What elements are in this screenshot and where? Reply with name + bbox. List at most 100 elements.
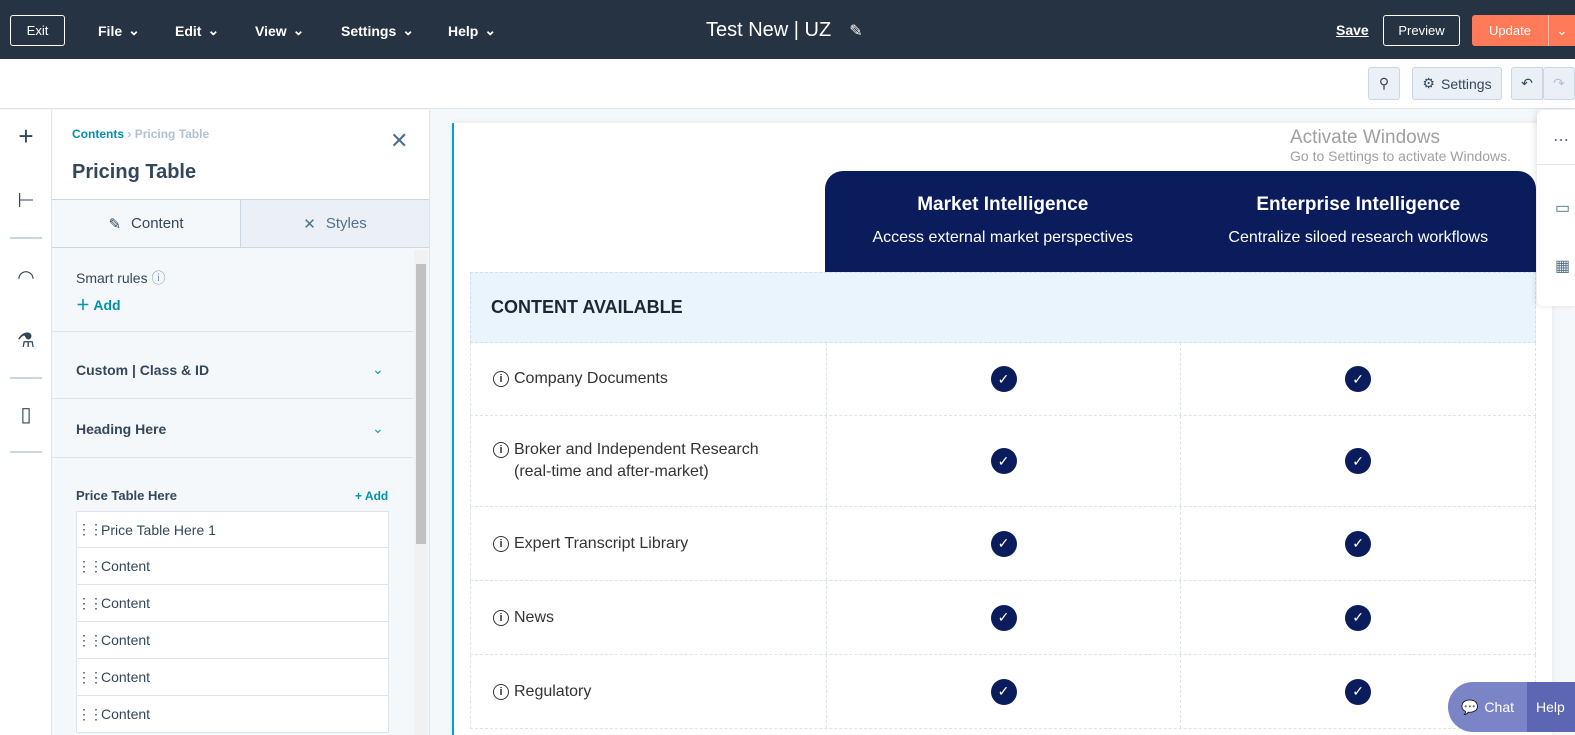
tab-content[interactable]: ✎ Content: [52, 200, 241, 247]
drag-handle-icon[interactable]: ⋮⋮: [77, 705, 103, 722]
gear-icon: ⚙: [1422, 75, 1435, 91]
list-item[interactable]: ⋮⋮ Content: [76, 659, 389, 696]
tab-label: Content: [131, 215, 184, 232]
chevron-down-icon[interactable]: ⌄: [372, 361, 384, 377]
desktop-icon[interactable]: ▭: [1555, 200, 1571, 217]
divider: [10, 377, 42, 379]
preview-button[interactable]: Preview: [1383, 15, 1460, 46]
undo-icon: ↶: [1521, 75, 1533, 91]
smart-rules-section: Smart rules ⓘ ＋ Add: [52, 248, 413, 332]
check-icon: ✓: [990, 448, 1017, 474]
left-icon-rail: + ⊢ ◠ ⚗ ▯: [0, 110, 52, 735]
check-icon: ✓: [1345, 530, 1372, 557]
list-item[interactable]: ⋮⋮ Price Table Here 1: [76, 511, 389, 548]
page-title: Test New | UZ ✎: [706, 19, 863, 42]
brush-icon: ✕: [303, 215, 316, 233]
feature-label: i Regulatory: [471, 655, 826, 728]
breadcrumb: Contents › Pricing Table: [72, 127, 210, 141]
drag-handle-icon[interactable]: ⋮⋮: [77, 631, 103, 648]
plus-icon[interactable]: +: [18, 120, 34, 151]
price-table-label: Price Table Here: [76, 488, 177, 503]
add-smart-rule-button[interactable]: ＋ Add: [76, 297, 121, 313]
chevron-down-icon: ⌄: [207, 22, 220, 38]
table-row: i Regulatory ✓ ✓: [470, 655, 1536, 729]
feature-label: i Company Documents: [471, 343, 826, 415]
chevron-down-icon: ⌄: [484, 22, 497, 38]
document-icon[interactable]: ▯: [20, 403, 32, 426]
section-heading-here[interactable]: Heading Here ⌄: [52, 399, 413, 458]
section-custom-class-id[interactable]: Custom | Class & ID ⌄: [52, 332, 413, 399]
menu-view[interactable]: View ⌄: [255, 22, 304, 39]
chat-widget[interactable]: 💬 Chat Help: [1448, 682, 1575, 732]
check-icon: ✓: [990, 604, 1017, 631]
info-icon: i: [493, 371, 509, 387]
menu-edit[interactable]: Edit ⌄: [175, 22, 219, 39]
divider: [10, 237, 42, 239]
price-table-list: ⋮⋮ Price Table Here 1 ⋮⋮ Content ⋮⋮ Content…: [76, 511, 389, 733]
list-item[interactable]: ⋮⋮ Content: [76, 585, 389, 622]
grid-icon[interactable]: ⋯: [1553, 132, 1569, 149]
settings-button[interactable]: ⚙ Settings: [1412, 67, 1502, 100]
smart-rules-label: Smart rules ⓘ: [76, 270, 166, 286]
menu-help[interactable]: Help ⌄: [448, 22, 496, 39]
drag-handle-icon[interactable]: ⋮⋮: [77, 557, 103, 574]
tree-icon[interactable]: ⊢: [17, 189, 35, 212]
calendar-icon[interactable]: ▦: [1555, 258, 1571, 275]
close-icon[interactable]: ✕: [390, 128, 409, 153]
info-icon: ⓘ: [151, 270, 166, 286]
undo-button[interactable]: ↶: [1511, 67, 1543, 100]
check-icon: ✓: [990, 366, 1017, 392]
drag-handle-icon[interactable]: ⋮⋮: [77, 521, 103, 537]
pencil-icon[interactable]: ✎: [849, 22, 863, 40]
add-price-table-button[interactable]: + Add: [355, 489, 389, 503]
check-icon: ✓: [1345, 448, 1372, 474]
list-item[interactable]: ⋮⋮ Content: [76, 696, 389, 733]
list-item[interactable]: ⋮⋮ Content: [76, 622, 389, 659]
tab-styles[interactable]: ✕ Styles: [241, 200, 429, 247]
list-item[interactable]: ⋮⋮ Content: [76, 548, 389, 585]
search-button[interactable]: ⚲: [1368, 67, 1400, 100]
menu-label: File: [98, 22, 123, 39]
save-button[interactable]: Save: [1336, 22, 1369, 38]
chevron-down-icon[interactable]: ⌄: [1548, 15, 1575, 46]
menu-settings[interactable]: Settings ⌄: [341, 22, 414, 39]
exit-button[interactable]: Exit: [10, 15, 65, 46]
flask-icon[interactable]: ⚗: [17, 329, 35, 352]
table-row: i News ✓ ✓: [470, 581, 1536, 655]
panel-scrollbar[interactable]: [414, 250, 428, 735]
gauge-icon[interactable]: ◠: [17, 266, 35, 289]
plan-enterprise-intelligence: Enterprise Intelligence Centralize siloed…: [1228, 194, 1489, 246]
page-title-text: Test New | UZ: [706, 19, 832, 41]
section-label: Heading Here: [76, 421, 167, 437]
chat-button[interactable]: 💬 Chat: [1460, 698, 1514, 716]
chevron-down-icon[interactable]: ⌄: [372, 420, 384, 436]
breadcrumb-contents[interactable]: Contents: [72, 127, 124, 141]
section-label: Custom | Class & ID: [76, 362, 210, 378]
plan-header: Market Intelligence Access external marke…: [825, 171, 1536, 272]
chevron-down-icon: ⌄: [128, 22, 140, 38]
divider: [10, 451, 42, 453]
menu-label: View: [255, 22, 287, 39]
menu-label: Help: [448, 22, 479, 39]
check-icon: ✓: [990, 678, 1017, 705]
plan-market-intelligence: Market Intelligence Access external marke…: [872, 194, 1134, 246]
drag-handle-icon[interactable]: ⋮⋮: [77, 668, 103, 685]
help-button[interactable]: Help: [1527, 682, 1575, 732]
chevron-down-icon: ⌄: [292, 22, 305, 38]
chat-bubble-icon: 💬: [1460, 698, 1479, 715]
table-row: i Expert Transcript Library ✓ ✓: [470, 507, 1536, 581]
breadcrumb-current: Pricing Table: [134, 127, 210, 141]
feature-label: i Broker and Independent Research (real-ti…: [471, 416, 826, 506]
check-icon: ✓: [1345, 678, 1372, 705]
feature-label: i Expert Transcript Library: [471, 507, 826, 580]
top-bar: Exit File ⌄ Edit ⌄ View ⌄ Settings ⌄ Help ⌄ T…: [0, 0, 1575, 59]
drag-handle-icon[interactable]: ⋮⋮: [77, 594, 103, 611]
update-button[interactable]: Update ⌄: [1472, 15, 1575, 46]
table-row: i Broker and Independent Research (real-ti…: [470, 416, 1536, 507]
redo-button[interactable]: ↷: [1543, 67, 1575, 100]
update-label: Update: [1489, 23, 1531, 38]
info-icon: i: [493, 442, 509, 458]
menu-file[interactable]: File ⌄: [98, 22, 140, 39]
table-row: i Company Documents ✓ ✓: [470, 343, 1536, 416]
settings-label: Settings: [1440, 75, 1492, 92]
